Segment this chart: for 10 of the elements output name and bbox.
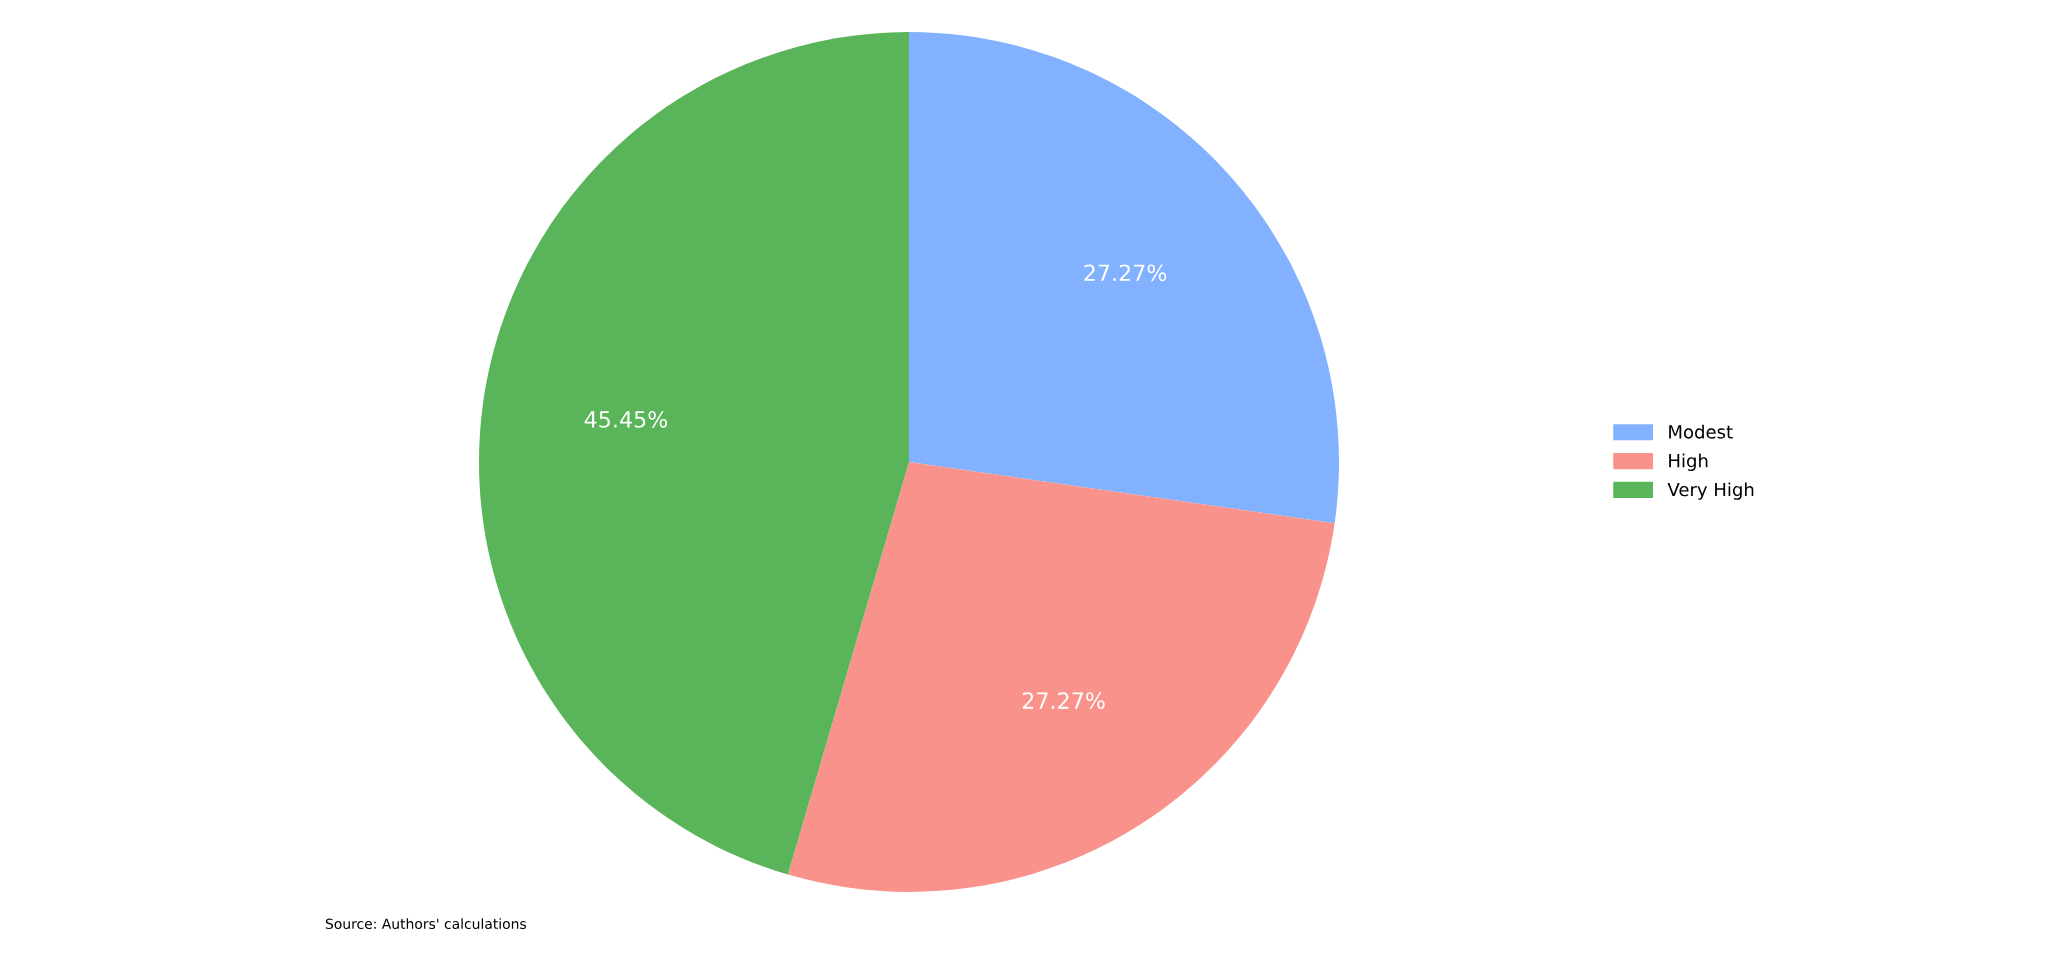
data-label: 27.27% <box>1022 692 1105 709</box>
pie-slice <box>479 32 909 875</box>
legend-label: Very High <box>1667 482 1754 500</box>
pie-slice <box>787 462 1335 892</box>
legend-label: Modest <box>1669 424 1733 439</box>
legend-label: High <box>1669 453 1708 472</box>
data-label: 45.45% <box>584 410 668 428</box>
data-label: 27.27% <box>1084 264 1167 282</box>
pie-slice <box>909 32 1339 524</box>
source-note: Source: Authors' calculations <box>325 918 526 930</box>
